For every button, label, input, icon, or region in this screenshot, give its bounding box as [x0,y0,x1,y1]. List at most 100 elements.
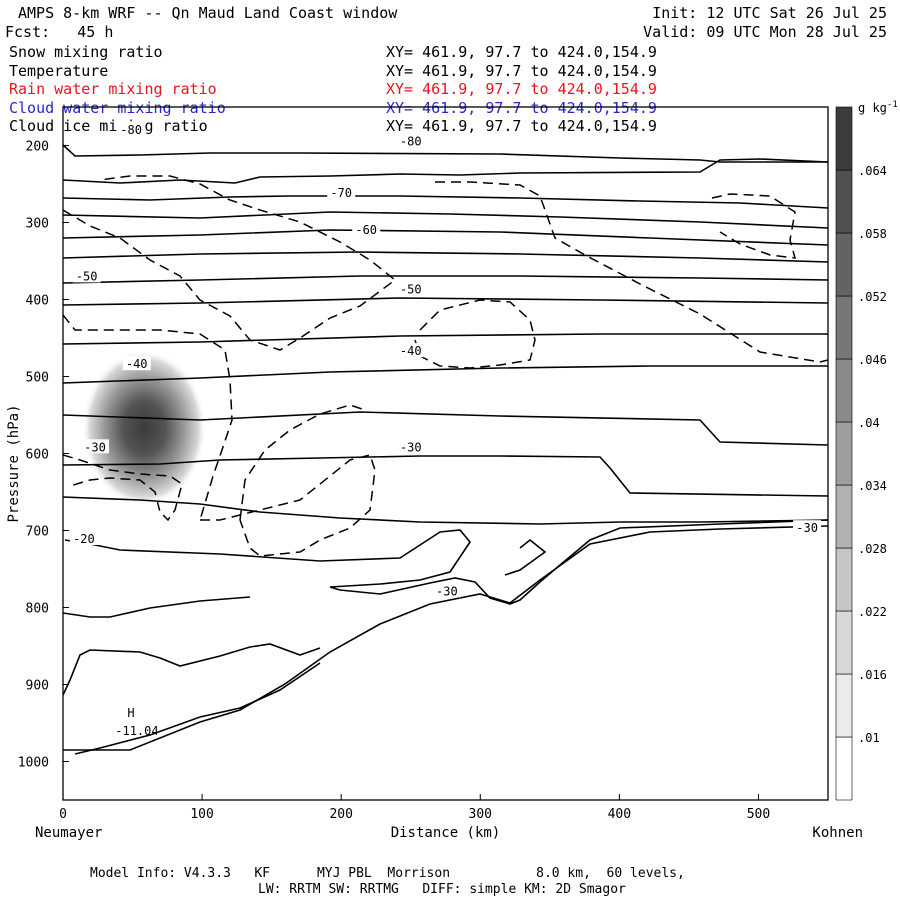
temperature-contour [63,411,828,446]
y-tick-label: 900 [26,679,49,694]
colorbar-bin [835,736,853,801]
contour-label-bg [396,281,425,296]
colorbar-bin [835,610,853,675]
temperature-contour [63,144,828,163]
cloud-mixing-ratio-contour [239,404,366,521]
contour-label-bg [69,530,98,545]
temperature-contour [63,297,828,306]
temperature-contour-label: -70 [330,186,352,200]
forecast-hour: Fcst: 45 h [5,23,114,41]
temperature-contour [63,229,828,246]
colorbar-tick-label: .01 [858,731,880,745]
cloud-mixing-ratio-contour [63,175,397,351]
x-tick-label: 400 [608,807,631,822]
temperature-contour-label: -60 [355,223,377,237]
x-tick-label: 200 [329,807,352,822]
colorbar-bin [835,358,853,423]
colorbar-bin [835,547,853,612]
field-section-coords: XY= 461.9, 97.7 to 424.0,154.9 [386,43,657,61]
colorbar-tick-label: .046 [858,353,887,367]
colorbar-tick-label: .058 [858,227,887,241]
cloud-mixing-ratio-contour [63,454,183,522]
temperature-contour [63,455,828,497]
field-section-coords: XY= 461.9, 97.7 to 424.0,154.9 [386,117,657,135]
temperature-contour-label: -80 [120,123,142,137]
contour-label-bg [327,185,356,200]
temperature-contour [63,525,828,751]
x-axis-label: Distance (km) [391,825,501,841]
temperature-contour-label: -80 [400,135,422,149]
temperature-contour-label: -50 [400,282,422,296]
model-info: Model Info: V4.3.3 KF MYJ PBL Morrison 8… [90,866,685,881]
contour-label-bg [396,343,425,358]
contour-label-bg [117,122,146,137]
x-tick-label: 300 [469,807,492,822]
temperature-contour-label: -30 [436,584,458,598]
temperature-contour [63,333,828,345]
y-tick-label: 1000 [18,756,49,771]
colorbar-tick-label: .064 [858,164,887,178]
extremum-value: -11.04 [115,724,158,738]
field-section-coords: XY= 461.9, 97.7 to 424.0,154.9 [386,80,657,98]
y-tick-label: 700 [26,525,49,540]
temperature-contour [329,519,828,605]
temperature-contour-label: -40 [126,357,148,371]
temperature-contour [63,496,828,525]
temperature-contour [64,529,471,588]
plot-area [63,144,828,755]
cloud-mixing-ratio-contour [63,314,233,521]
temperature-contour-label: -30 [796,521,818,535]
temperature-contour [63,596,251,618]
colorbar-unit: g kg-1 [858,100,898,115]
colorbar-bin [835,232,853,297]
cloud-mixing-ratio-contour [414,299,536,369]
contour-label-bg [352,222,381,237]
init-time: Init: 12 UTC Sat 26 Jul 25 [652,4,887,22]
colorbar-bin [835,169,853,234]
contour-label-bg [72,268,101,283]
x-end-location: Kohnen [812,825,863,841]
temperature-contour [63,251,828,263]
model-physics: LW: RRTM SW: RRTMG DIFF: simple KM: 2D S… [258,882,626,897]
colorbar-tick-label: .04 [858,416,880,430]
x-tick-label: 100 [190,807,213,822]
y-tick-label: 800 [26,602,49,617]
contour-label-bg [122,356,151,371]
temperature-contour-label: -30 [84,440,106,454]
x-tick-label: 500 [747,807,770,822]
colorbar-tick-label: .034 [858,479,887,493]
y-tick-label: 200 [26,140,49,155]
colorbar-tick-label: .022 [858,605,887,619]
snow-mixing-ratio-shading [82,350,207,507]
colorbar-bin [835,106,853,171]
temperature-contour-label: -20 [73,532,95,546]
chart-title: AMPS 8-km WRF -- Qn Maud Land Coast wind… [18,4,398,22]
colorbar-bin [835,484,853,549]
temperature-contour-label: -50 [76,269,98,283]
valid-time: Valid: 09 UTC Mon 28 Jul 25 [643,23,887,41]
contour-label-bg [396,133,425,148]
contour-label-bg [80,439,109,454]
colorbar-bin [835,421,853,486]
colorbar-tick-label: .028 [858,542,887,556]
colorbar-bin [835,295,853,360]
contour-label-bg [432,583,461,598]
y-tick-label: 300 [26,217,49,232]
y-tick-label: 600 [26,448,49,463]
extremum-marker: H [127,706,134,720]
temperature-contour [63,643,321,696]
cloud-mixing-ratio-contour [711,193,797,259]
field-name: Snow mixing ratio [9,43,163,61]
temperature-contour-label: -30 [400,440,422,454]
cloud-mixing-ratio-contour [200,454,376,557]
contour-label-bg [793,520,822,535]
temperature-contour [63,158,828,184]
temperature-contour-label: -40 [400,344,422,358]
field-name: Rain water mixing ratio [9,80,217,98]
x-start-location: Neumayer [35,825,102,841]
contour-label-bg [396,439,425,454]
colorbar-bin [835,673,853,738]
cloud-mixing-ratio-contour [435,181,828,363]
y-tick-label: 400 [26,294,49,309]
